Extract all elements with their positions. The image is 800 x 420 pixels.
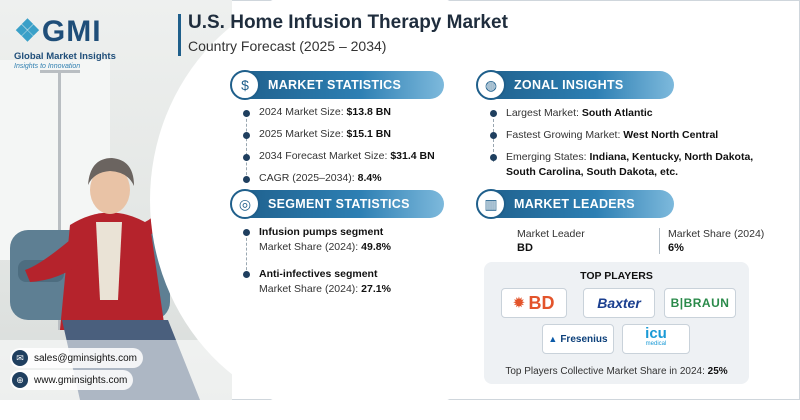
zone-value: South Atlantic (581, 107, 653, 119)
market-leader-value: BD (517, 242, 533, 254)
segment-statistics-header: ◎ SEGMENT STATISTICS (230, 189, 444, 219)
stat-value: $15.1 BN (346, 128, 391, 140)
stat-value: $31.4 BN (390, 150, 435, 162)
timeline-line (246, 114, 247, 180)
zone-label: Emerging States: (506, 151, 590, 163)
top-players-footer: Top Players Collective Market Share in 2… (484, 366, 749, 377)
title-accent-bar (178, 14, 181, 56)
zone-fastest-growing: Fastest Growing Market: West North Centr… (490, 128, 780, 150)
segment-share-label: Market Share (2024): (259, 241, 362, 253)
market-statistics-heading: MARKET STATISTICS (268, 78, 402, 92)
logo-baxter-text: Baxter (597, 295, 641, 311)
stat-2024-size: 2024 Market Size: $13.8 BN (243, 106, 473, 128)
page-title: U.S. Home Infusion Therapy Market (188, 12, 508, 33)
logo-bbraun-text: B|BRAUN (670, 296, 730, 310)
zone-value: West North Central (623, 129, 719, 141)
bullet-dot (243, 271, 250, 278)
zonal-insights-header: ◍ ZONAL INSIGHTS (476, 70, 674, 100)
segment-infusion-pumps: Infusion pumps segment Market Share (202… (243, 225, 473, 267)
website-text[interactable]: www.gminsights.com (34, 374, 128, 386)
zonal-insights-heading: ZONAL INSIGHTS (514, 78, 624, 92)
zone-largest-market: Largest Market: South Atlantic (490, 106, 780, 128)
stat-2034-forecast: 2034 Forecast Market Size: $31.4 BN (243, 150, 473, 172)
bullet-dot (243, 229, 250, 236)
globe-icon: ◍ (476, 70, 506, 100)
logo-fresenius-text: Fresenius (560, 333, 608, 345)
segment-statistics-list: Infusion pumps segment Market Share (202… (243, 225, 473, 303)
segment-share-value: 49.8% (361, 241, 391, 253)
market-leader-share-value: 6% (668, 242, 684, 254)
market-leader-block: Market Leader BD (517, 228, 585, 254)
contact-email[interactable]: ✉ sales@gminsights.com (10, 348, 143, 368)
stat-cagr: CAGR (2025–2034): 8.4% (243, 172, 473, 194)
stat-label: 2024 Market Size: (259, 106, 347, 118)
logo-icu-text: icu (645, 325, 667, 342)
bullet-dot (243, 154, 250, 161)
stat-value: 8.4% (357, 172, 382, 184)
bullet-dot (490, 132, 497, 139)
bullet-dot (243, 132, 250, 139)
globe-dollar-icon: $ (230, 70, 260, 100)
logo-tagline: Insights to Innovation (14, 63, 81, 70)
market-leader-label: Market Leader (517, 228, 585, 240)
logo-company-name: Global Market Insights (14, 51, 116, 62)
stat-2025-size: 2025 Market Size: $15.1 BN (243, 128, 473, 150)
collective-share-label: Top Players Collective Market Share in 2… (505, 366, 708, 377)
market-statistics-list: 2024 Market Size: $13.8 BN 2025 Market S… (243, 106, 473, 194)
zone-label: Fastest Growing Market: (506, 129, 624, 141)
segment-share-value: 27.1% (361, 283, 391, 295)
bullet-dot (243, 110, 250, 117)
email-icon: ✉ (12, 350, 28, 366)
logo-letters: GMI (41, 15, 102, 48)
target-icon: ◎ (230, 189, 260, 219)
segment-anti-infectives: Anti-infectives segment Market Share (20… (243, 267, 473, 303)
logo-mark: ❖GMI (14, 14, 134, 49)
zonal-insights-list: Largest Market: South Atlantic Fastest G… (490, 106, 780, 180)
bullet-dot (490, 154, 497, 161)
segment-share-label: Market Share (2024): (259, 283, 362, 295)
bd-starburst-icon: ✹ (513, 295, 525, 310)
market-leader-share-label: Market Share (2024) (668, 228, 765, 240)
market-leaders-heading: MARKET LEADERS (514, 197, 635, 211)
segment-name: Anti-infectives segment (259, 268, 378, 280)
market-statistics-header: $ MARKET STATISTICS (230, 70, 444, 100)
zone-label: Largest Market: (506, 107, 582, 119)
stat-label: 2034 Forecast Market Size: (259, 150, 391, 162)
gmi-logo: ❖GMI Global Market Insights Insights to … (14, 14, 134, 70)
fresenius-mark-icon: ▲ (548, 334, 558, 344)
logo-fresenius: ▲ Fresenius (542, 324, 614, 354)
segment-name: Infusion pumps segment (259, 226, 384, 238)
zone-emerging-states: Emerging States: Indiana, Kentucky, Nort… (490, 150, 765, 180)
bullet-dot (490, 110, 497, 117)
stat-label: CAGR (2025–2034): (259, 172, 358, 184)
logo-bd-text: BD (528, 292, 555, 313)
top-players-heading: TOP PLAYERS (580, 270, 653, 282)
logo-bd: ✹ BD (501, 288, 567, 318)
logo-baxter: Baxter (583, 288, 655, 318)
bullet-dot (243, 176, 250, 183)
logo-bbraun: B|BRAUN (664, 288, 736, 318)
top-players-panel: TOP PLAYERS ✹ BD Baxter B|BRAUN ▲ Fresen… (484, 262, 749, 384)
globe-link-icon: ⊕ (12, 372, 28, 388)
segment-statistics-heading: SEGMENT STATISTICS (268, 197, 410, 211)
market-leader-share-block: Market Share (2024) 6% (668, 228, 764, 254)
logo-icu-subtext: medical (645, 341, 667, 347)
page-subtitle: Country Forecast (2025 – 2034) (188, 38, 387, 54)
email-text[interactable]: sales@gminsights.com (34, 352, 137, 364)
contact-website[interactable]: ⊕ www.gminsights.com (10, 370, 134, 390)
collective-share-value: 25% (707, 366, 728, 377)
logo-symbol: ❖ (14, 15, 42, 48)
timeline-line (246, 233, 247, 275)
zone-value: Indiana, Kentucky, North Dakota, South C… (506, 151, 754, 178)
stat-value: $13.8 BN (346, 106, 391, 118)
leader-divider (659, 228, 660, 254)
market-leaders-header: ▥ MARKET LEADERS (476, 189, 674, 219)
stat-label: 2025 Market Size: (259, 128, 347, 140)
buildings-icon: ▥ (476, 189, 506, 219)
logo-icu-medical: icu medical (622, 324, 690, 354)
